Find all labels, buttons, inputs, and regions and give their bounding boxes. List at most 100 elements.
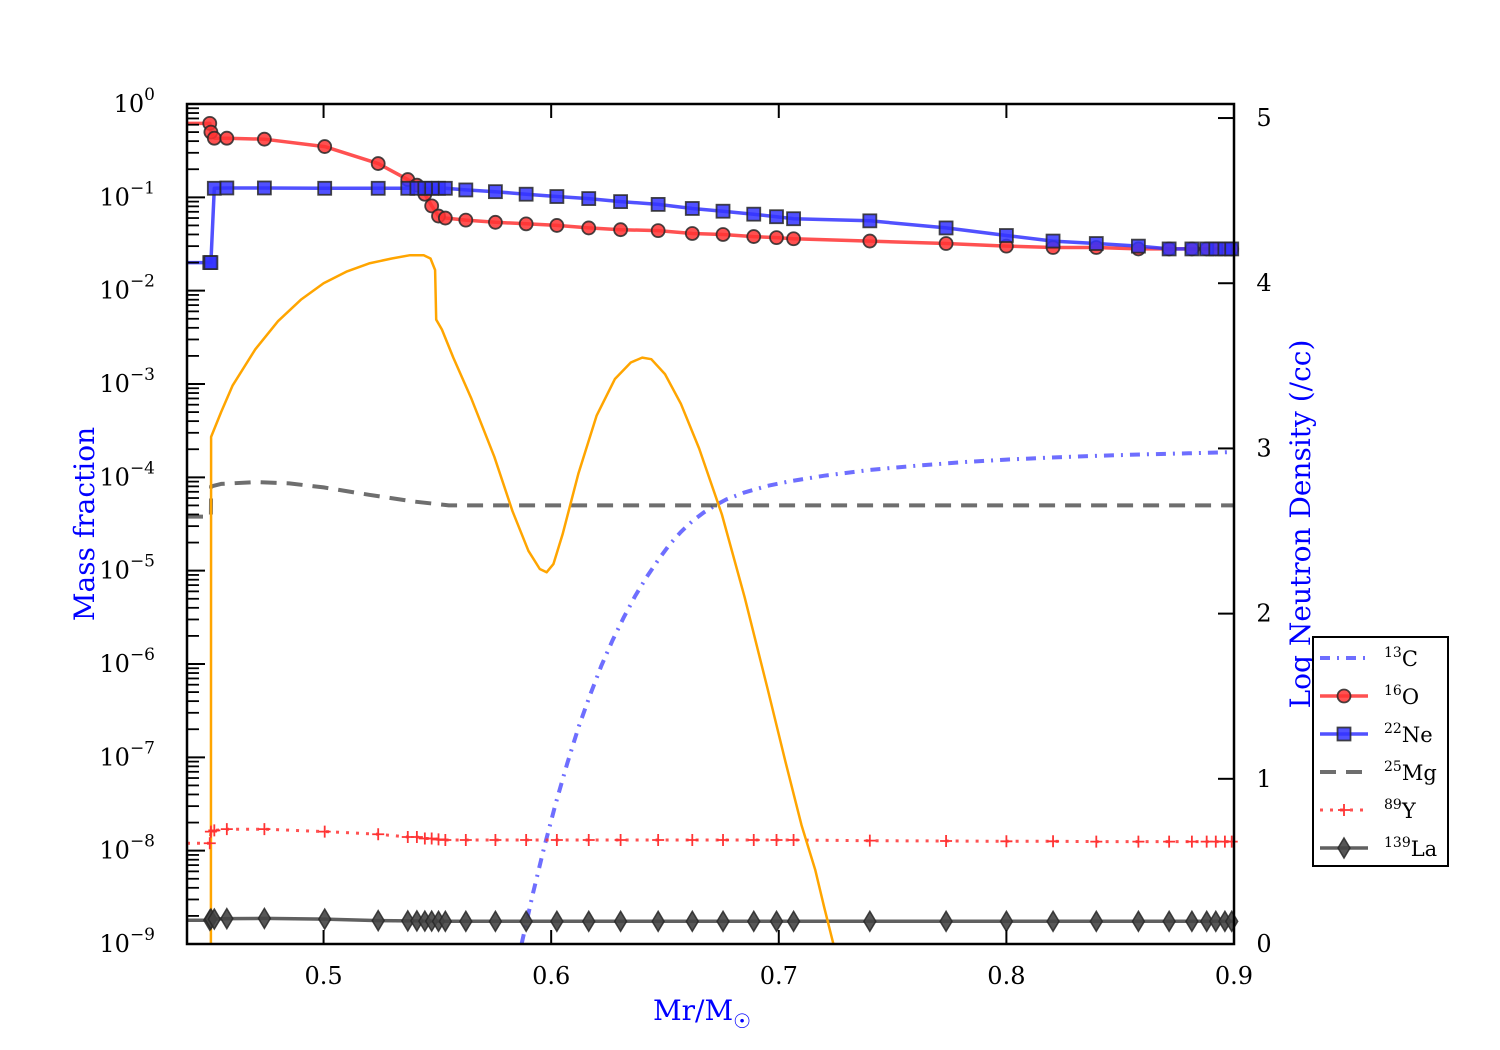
data-point-139la xyxy=(257,906,272,930)
legend-marker xyxy=(1336,688,1352,704)
series-line-log-neutron-density xyxy=(209,253,835,944)
data-point-89y xyxy=(410,831,423,844)
legend-marker xyxy=(1336,726,1352,742)
legend-entry-89y: 89Y xyxy=(1320,797,1417,823)
data-point-22ne xyxy=(437,180,453,196)
legend-entries: 13C 16O 22Ne 25Mg 89Y 139La xyxy=(1320,645,1437,861)
x-tick-label: 0.8 xyxy=(987,962,1025,990)
marker-layer xyxy=(202,115,1240,933)
data-point-89y xyxy=(520,834,533,847)
data-point-22ne xyxy=(458,182,474,198)
data-point-139la xyxy=(1046,909,1060,933)
y-left-tick-label: 10−6 xyxy=(99,645,155,678)
y-axis-right-title: Log Neutron Density (/cc) xyxy=(1284,340,1317,709)
data-point-22ne xyxy=(203,255,219,270)
series-line-25mg xyxy=(187,480,1234,519)
data-point-16o xyxy=(613,222,628,238)
data-point-22ne xyxy=(938,220,954,236)
y-right-tick-label: 5 xyxy=(1256,104,1271,132)
data-point-139la xyxy=(613,909,628,933)
data-point-139la xyxy=(862,909,877,933)
legend-label: 89Y xyxy=(1384,797,1417,823)
data-point-89y xyxy=(208,824,221,837)
data-point-139la xyxy=(716,909,730,933)
data-point-89y xyxy=(1185,835,1198,848)
data-point-139la xyxy=(769,909,784,933)
y-left-tick-label: 100 xyxy=(114,85,155,118)
data-point-139la xyxy=(400,909,415,933)
data-point-139la xyxy=(1199,909,1214,933)
y-left-tick-label: 10−3 xyxy=(99,365,155,398)
y-axis-left-title: Mass fraction xyxy=(68,427,101,621)
data-point-22ne xyxy=(518,186,534,202)
data-point-16o xyxy=(219,130,235,146)
data-point-22ne xyxy=(206,180,222,196)
data-point-16o xyxy=(650,223,666,239)
y-left-tick-label: 10−1 xyxy=(99,178,155,211)
data-point-22ne xyxy=(862,213,878,229)
data-point-89y xyxy=(863,834,876,847)
plot-frame xyxy=(185,102,1236,946)
data-point-139la xyxy=(651,909,666,933)
data-point-22ne xyxy=(684,201,700,216)
y-left-tick-label: 10−7 xyxy=(99,738,155,771)
data-point-139la xyxy=(317,907,332,931)
data-point-16o xyxy=(458,212,474,228)
y-right-tick-label: 0 xyxy=(1256,930,1271,958)
x-tick-label: 0.5 xyxy=(304,962,342,990)
legend-marker xyxy=(1337,836,1351,860)
legend-label: 139La xyxy=(1384,835,1437,861)
data-point-139la xyxy=(1162,909,1177,933)
axis-layer: 0.5 0.6 0.7 0.8 0.910010−110−210−310−410−510… xyxy=(99,85,1271,990)
y-right-tick-label: 4 xyxy=(1256,269,1271,297)
data-point-89y xyxy=(459,834,472,847)
data-point-89y xyxy=(489,834,502,847)
data-point-16o xyxy=(206,130,222,146)
data-point-16o xyxy=(746,229,762,244)
data-point-139la xyxy=(519,909,534,933)
legend-label: 16O xyxy=(1384,683,1419,709)
y-left-tick-label: 10−5 xyxy=(99,552,155,585)
data-point-139la xyxy=(939,909,953,933)
data-point-89y xyxy=(1132,835,1145,848)
y-right-tick-label: 2 xyxy=(1256,600,1271,628)
data-point-16o xyxy=(786,231,801,247)
data-point-16o xyxy=(437,210,453,226)
legend-entry-139la: 139La xyxy=(1320,835,1437,861)
x-axis-title: Mr/M☉ xyxy=(653,994,751,1033)
data-point-89y xyxy=(550,834,563,847)
data-point-22ne xyxy=(715,203,731,219)
x-tick-label: 0.6 xyxy=(532,962,570,990)
data-point-22ne xyxy=(613,194,628,210)
data-point-89y xyxy=(1225,835,1238,848)
data-point-139la xyxy=(219,907,234,931)
data-point-139la xyxy=(1208,909,1223,933)
data-point-139la xyxy=(1089,909,1104,933)
sun-symbol: ☉ xyxy=(733,1009,751,1033)
data-point-89y xyxy=(582,834,595,847)
legend-entry-25mg: 25Mg xyxy=(1320,759,1437,785)
data-point-22ne xyxy=(370,180,386,196)
data-point-89y xyxy=(203,837,216,850)
y-right-tick-label: 3 xyxy=(1256,434,1271,462)
data-point-139la xyxy=(685,909,700,933)
data-point-16o xyxy=(518,216,534,232)
data-point-22ne xyxy=(1045,233,1061,249)
data-point-16o xyxy=(370,156,386,171)
legend-entry-16o: 16O xyxy=(1320,683,1419,709)
data-point-139la xyxy=(371,909,386,933)
x-tick-label: 0.7 xyxy=(760,962,798,990)
data-point-139la xyxy=(488,909,503,933)
legend-entry-22ne: 22Ne xyxy=(1320,721,1433,747)
data-point-22ne xyxy=(1088,236,1104,251)
legend-label: 13C xyxy=(1384,645,1418,671)
data-point-139la xyxy=(1185,909,1199,933)
data-point-16o xyxy=(549,218,565,233)
data-point-139la xyxy=(549,909,564,933)
y-right-tick-label: 1 xyxy=(1256,765,1271,793)
data-point-16o xyxy=(256,131,272,147)
x-tick-label: 0.9 xyxy=(1215,962,1253,990)
legend-box xyxy=(1312,636,1449,867)
series-line-13c xyxy=(519,450,1234,944)
